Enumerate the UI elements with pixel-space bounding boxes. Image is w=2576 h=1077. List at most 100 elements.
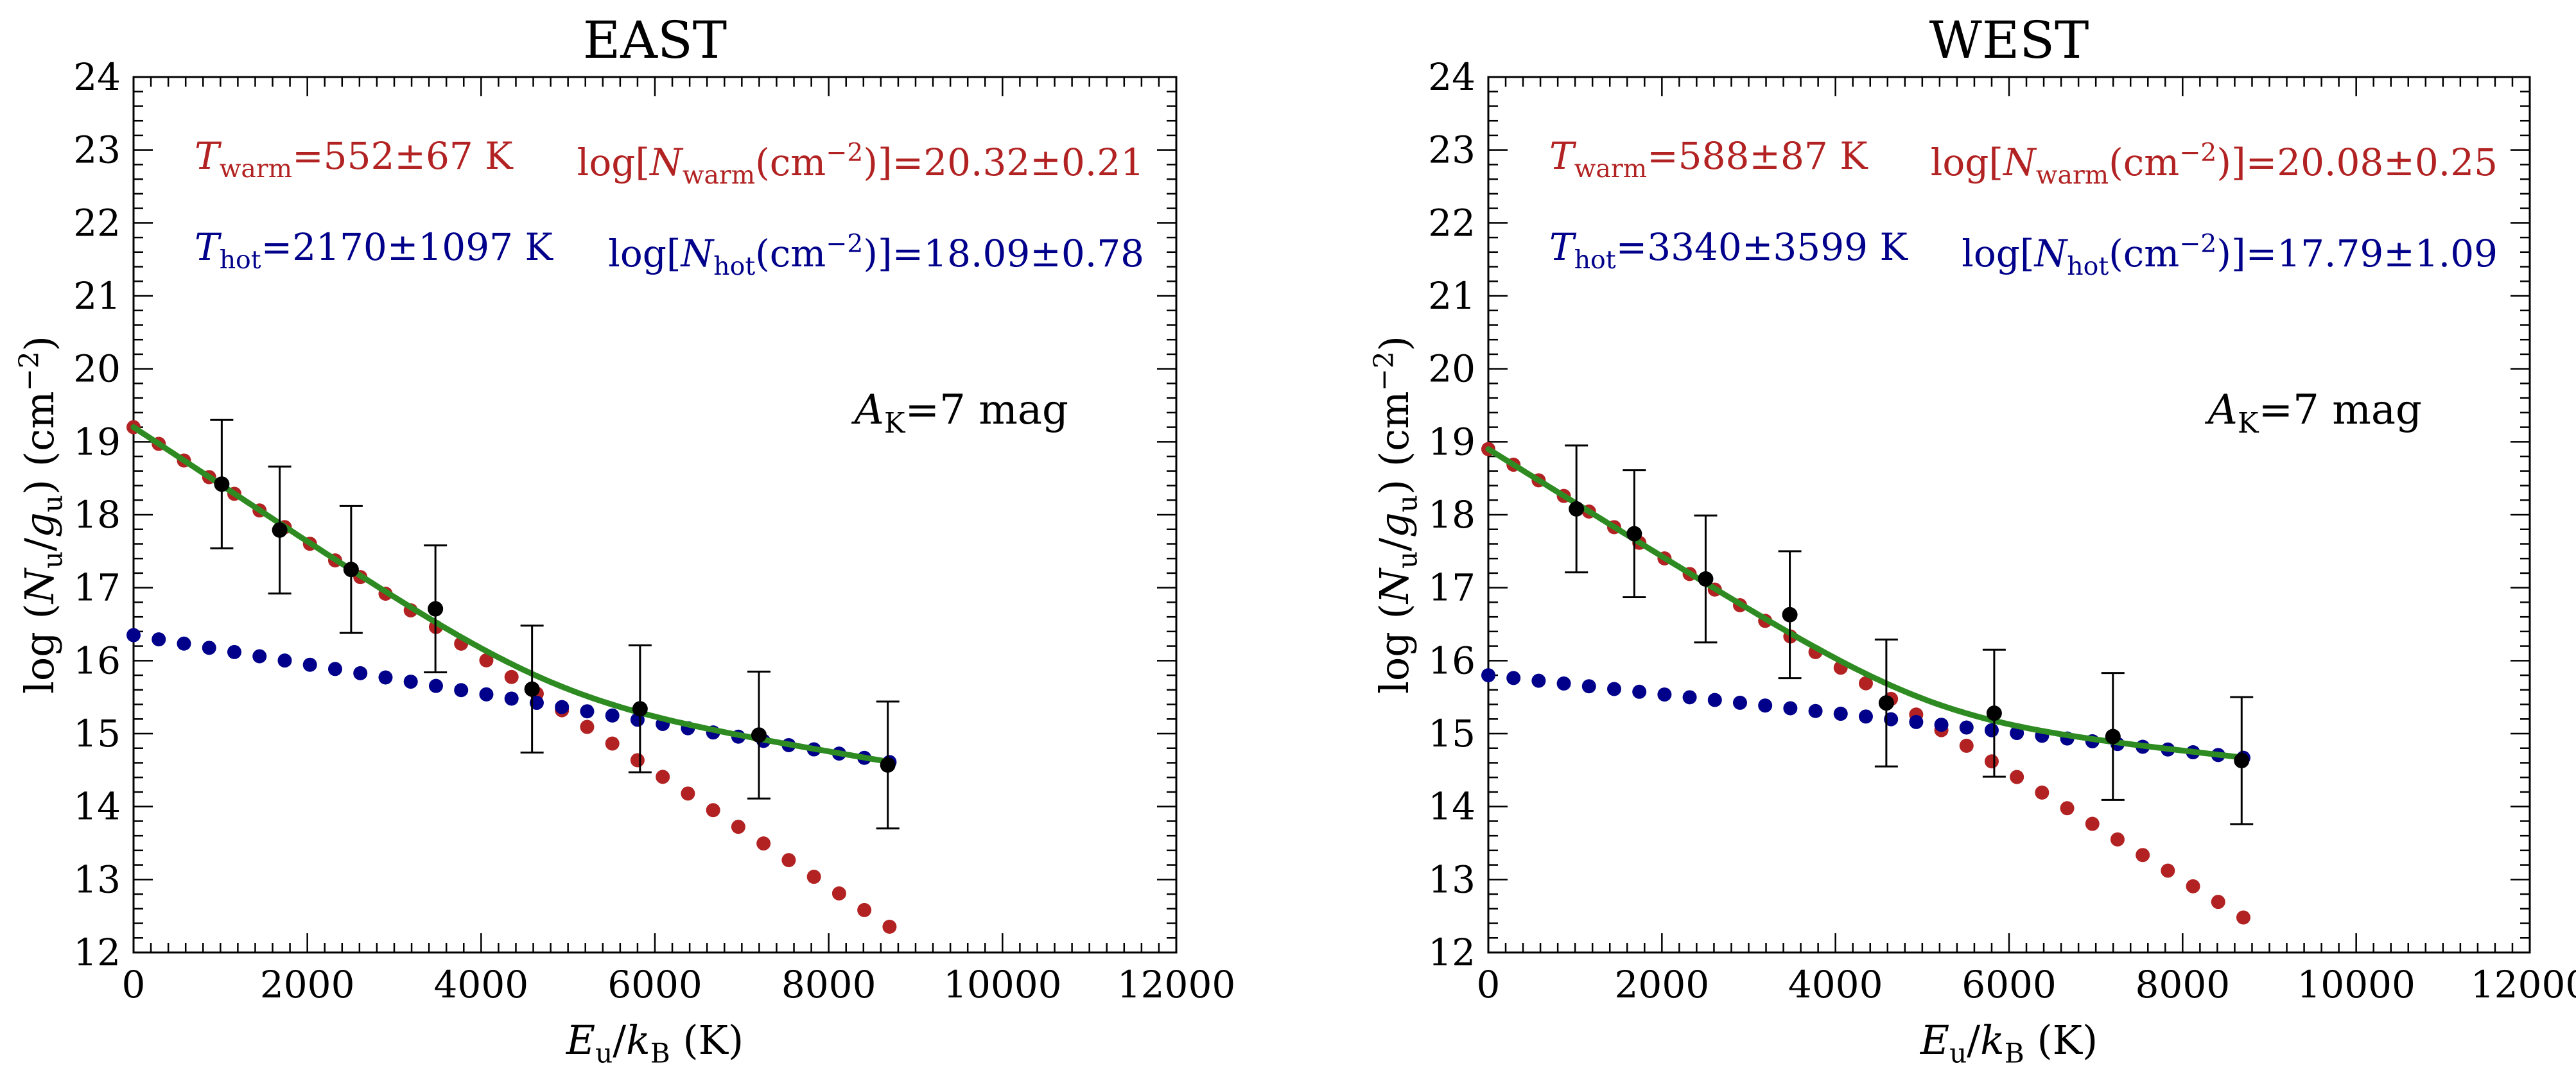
hot-model-point — [152, 632, 166, 647]
hot-model-point — [1783, 701, 1798, 716]
warm-model-point — [831, 886, 846, 900]
y-tick-label: 24 — [73, 55, 121, 99]
hot-model-point — [1531, 673, 1546, 688]
hot-model-point — [428, 678, 443, 693]
warm-column-density-label: log[Nwarm​(cm−2​)]=20.08±0.25 — [1931, 138, 2498, 190]
y-tick-label: 15 — [73, 712, 121, 755]
chart-panel-west: WEST 0 2000 4000 6000 8000 10000 12000 12 13 14 15 1… — [1368, 10, 2576, 1069]
y-tick-label: 19 — [73, 420, 121, 463]
hot-model-point — [555, 700, 570, 714]
x-tick-label: 0 — [122, 963, 146, 1006]
y-tick-label: 13 — [1428, 857, 1475, 901]
x-tick-label: 8000 — [2136, 963, 2231, 1006]
observed-point — [1626, 526, 1642, 542]
hot-model-point — [353, 666, 368, 680]
chart-panel-east: EAST 0 2000 4000 6000 8000 10000 12000 12 13 14 15 1… — [13, 10, 1235, 1069]
x-tick-label: 6000 — [1962, 963, 2057, 1006]
warm-model-point — [2035, 785, 2049, 800]
warm-model-point — [756, 836, 771, 851]
y-tick-label: 20 — [73, 347, 121, 391]
warm-model-point — [1858, 676, 1873, 691]
y-tick-label: 20 — [1428, 347, 1475, 391]
warm-model-point — [2136, 848, 2150, 863]
hot-component-series — [126, 628, 897, 770]
hot-model-point — [1657, 687, 1672, 702]
warm-model-point — [781, 853, 796, 868]
y-tick-label: 18 — [1428, 493, 1475, 537]
hot-model-point — [1884, 712, 1899, 727]
observed-point — [214, 476, 230, 492]
x-tick-label: 10000 — [2297, 963, 2415, 1006]
y-tick-label: 13 — [73, 857, 121, 901]
hot-model-point — [302, 657, 317, 672]
warm-model-point — [504, 669, 519, 684]
y-tick-label: 23 — [73, 128, 121, 172]
extinction-label: AK​=7 mag — [2205, 386, 2422, 440]
hot-model-point — [327, 662, 342, 676]
hot-model-point — [1682, 690, 1697, 705]
warm-model-point — [681, 786, 695, 801]
hot-model-point — [1506, 671, 1521, 685]
y-axis-ticks — [134, 76, 1176, 954]
y-tick-label: 23 — [1428, 128, 1475, 172]
observed-point — [1698, 571, 1714, 587]
warm-model-point — [580, 719, 595, 734]
hot-model-point — [1632, 684, 1647, 699]
hot-model-point — [529, 696, 544, 711]
hot-model-point — [605, 708, 620, 723]
warm-temperature-label: Twarm​=588±87 K — [1549, 134, 1868, 184]
x-tick-label: 12000 — [2471, 963, 2576, 1006]
warm-model-point — [2060, 801, 2075, 816]
x-axis-ticks — [132, 77, 1178, 952]
warm-model-point — [2110, 832, 2125, 847]
observed-point — [1986, 705, 2002, 721]
hot-temperature-label: Thot​=2170±1097 K — [195, 225, 553, 275]
warm-model-point — [479, 653, 494, 668]
warm-model-point — [2085, 816, 2100, 831]
hot-model-point — [1581, 679, 1596, 694]
hot-model-point — [1808, 703, 1823, 718]
observed-point — [2105, 728, 2121, 745]
x-tick-label: 4000 — [1788, 963, 1883, 1006]
warm-model-point — [731, 820, 745, 834]
observed-series — [1565, 444, 2254, 825]
x-tick-label: 2000 — [260, 963, 355, 1006]
hot-model-point — [227, 644, 241, 659]
hot-model-point — [403, 675, 418, 689]
y-tick-label: 18 — [73, 493, 121, 537]
hot-column-density-label: log[Nhot​(cm−2​)]=18.09±0.78 — [608, 229, 1144, 281]
total-fit-line — [130, 424, 892, 765]
observed-point — [524, 681, 540, 697]
warm-model-point — [630, 753, 645, 768]
x-tick-label: 8000 — [781, 963, 876, 1006]
observed-point — [751, 727, 767, 743]
observed-point — [632, 701, 648, 717]
hot-model-point — [1833, 707, 1848, 721]
warm-model-point — [2161, 863, 2175, 878]
warm-model-point — [656, 770, 670, 784]
hot-model-point — [454, 683, 469, 698]
plot-frame — [132, 76, 1178, 954]
warm-model-point — [605, 736, 620, 751]
observed-point — [272, 522, 288, 538]
warm-model-point — [882, 919, 897, 934]
hot-model-point — [1707, 693, 1722, 707]
x-tick-label: 2000 — [1615, 963, 1710, 1006]
y-tick-label: 21 — [1428, 274, 1475, 318]
x-tick-label: 10000 — [943, 963, 1062, 1006]
x-axis-ticks — [1487, 77, 2531, 952]
annotations: Twarm​=552±67 K Thot​=2170±1097 K log[Nwar… — [195, 134, 1144, 440]
hot-model-point — [580, 704, 595, 719]
hot-model-point — [177, 636, 191, 651]
observed-point — [343, 562, 359, 578]
y-axis-ticks — [1488, 76, 2530, 954]
hot-model-point — [1984, 723, 1999, 737]
chart-title: EAST — [583, 10, 727, 70]
warm-model-point — [2211, 895, 2225, 909]
warm-model-point — [1959, 738, 1974, 753]
y-axis-label: log (Nu​/gu​) (cm−2​) — [1368, 336, 1423, 694]
hot-model-point — [479, 687, 494, 702]
warm-model-point — [706, 803, 720, 818]
hot-model-point — [378, 670, 393, 685]
